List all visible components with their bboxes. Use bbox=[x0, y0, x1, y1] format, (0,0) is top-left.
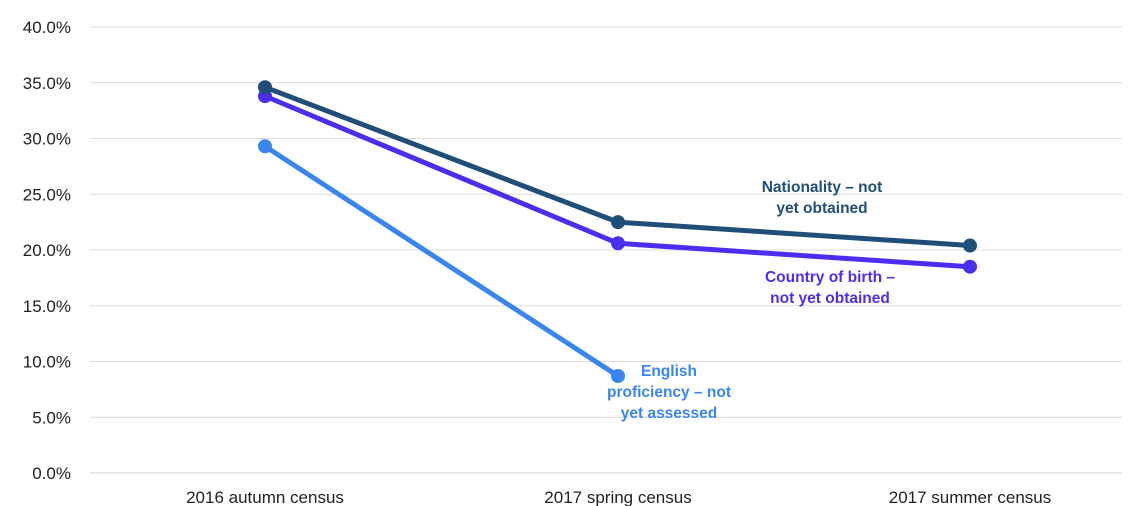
data-point bbox=[611, 368, 625, 383]
x-tick-label: 2017 spring census bbox=[544, 488, 691, 506]
series-label: Nationality – not yet obtained bbox=[762, 179, 883, 217]
x-axis: 2016 autumn census 2017 spring census 2017… bbox=[186, 488, 1051, 506]
y-tick-label: 20.0% bbox=[23, 241, 71, 260]
y-tick-label: 25.0% bbox=[23, 185, 71, 204]
y-tick-label: 40.0% bbox=[23, 18, 71, 37]
data-point bbox=[611, 236, 625, 251]
series-label: Country of birth – not yet obtained bbox=[765, 269, 895, 307]
y-tick-label: 30.0% bbox=[23, 130, 71, 149]
y-tick-label: 5.0% bbox=[32, 408, 71, 427]
y-tick-label: 15.0% bbox=[23, 297, 71, 316]
data-point bbox=[258, 139, 272, 154]
data-point bbox=[963, 238, 977, 253]
data-point bbox=[611, 215, 625, 230]
y-axis: 0.0% 5.0% 10.0% 15.0% 20.0% 25.0% 30.0% 35.0% 40… bbox=[23, 18, 71, 483]
y-tick-label: 0.0% bbox=[32, 464, 71, 483]
series-group bbox=[258, 80, 977, 383]
gridlines bbox=[90, 26, 1122, 474]
y-tick-label: 10.0% bbox=[23, 353, 71, 372]
y-tick-label: 35.0% bbox=[23, 74, 71, 93]
series-line bbox=[262, 143, 621, 379]
data-point bbox=[963, 259, 977, 274]
x-tick-label: 2017 summer census bbox=[889, 488, 1052, 506]
series-labels: Nationality – not yet obtained Country of … bbox=[607, 179, 895, 422]
data-point bbox=[258, 80, 272, 95]
series-label: English proficiency – not yet assessed bbox=[607, 363, 731, 422]
x-tick-label: 2016 autumn census bbox=[186, 488, 344, 506]
